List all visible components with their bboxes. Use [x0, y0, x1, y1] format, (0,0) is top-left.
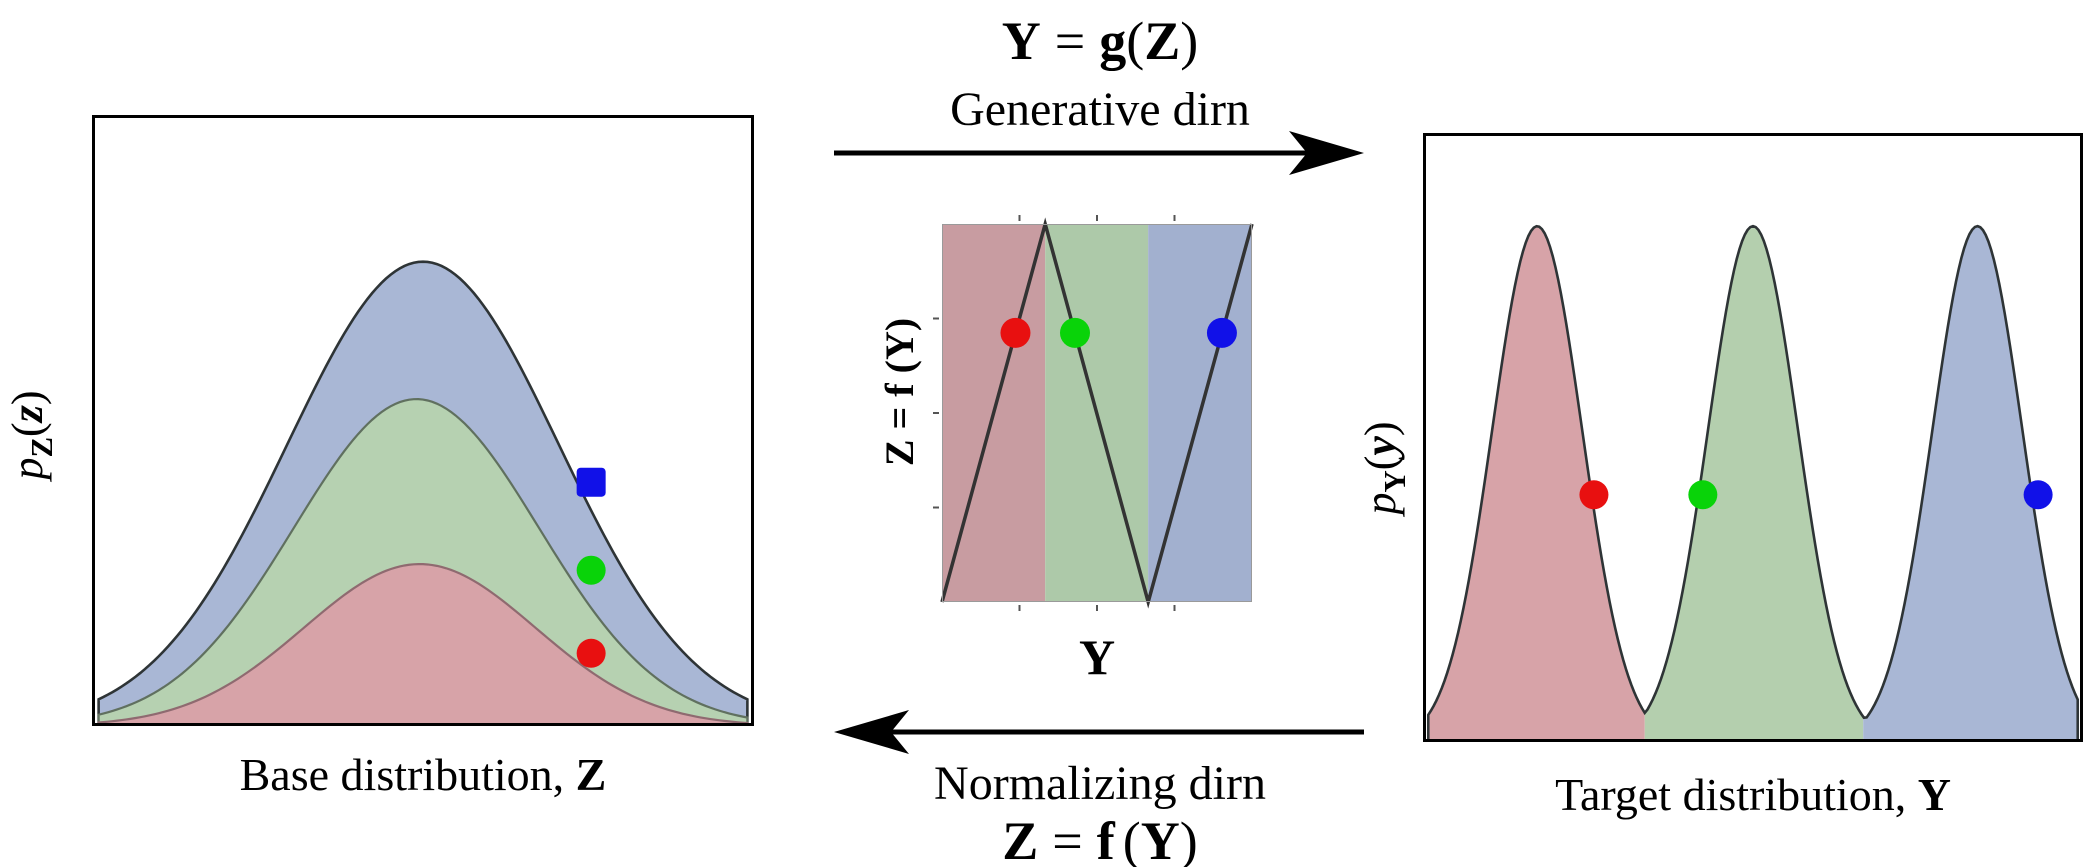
transform-function-plot — [933, 215, 1254, 611]
outer-gaussian-blue-outline — [97, 260, 749, 726]
plot-frame — [92, 115, 754, 726]
normalizing-caption: Normalizing dirn — [934, 757, 1266, 810]
red-mode-fill — [1428, 226, 1645, 743]
inner-gaussian-red — [98, 564, 748, 726]
sample-blue — [576, 467, 606, 497]
normalizing-equation: Z = f (Y) — [1002, 811, 1198, 867]
base-plot-ylabel: pZ(z) — [3, 390, 59, 480]
generative-equation: Y = g(Z) — [1001, 11, 1199, 71]
inner-gaussian-red-outline — [97, 562, 749, 726]
sample-red — [1000, 317, 1031, 348]
blue-mode-fill — [1863, 226, 2078, 742]
middle-gaussian-green-outline — [97, 398, 749, 726]
plot-frame — [1423, 133, 2083, 742]
target-distribution-plot — [1423, 133, 2083, 743]
target-caption-var: Y — [1917, 769, 1951, 820]
ylabel-sub-Z: Z — [25, 436, 59, 458]
plot-frame — [942, 224, 1252, 602]
sample-red — [576, 638, 606, 668]
generative-arrow — [834, 131, 1364, 175]
base-plot-caption: Base distribution, Z — [239, 749, 607, 800]
transform-plot-ylabel: Z = f (Y) — [877, 317, 922, 467]
sample-green — [576, 555, 606, 585]
ylabel-sub-Y: Y — [1378, 470, 1412, 493]
generative-caption: Generative dirn — [950, 83, 1250, 136]
target-plot-caption: Target distribution, Y — [1555, 769, 1951, 820]
sample-blue — [2023, 480, 2053, 510]
sample-blue — [1206, 317, 1237, 348]
sample-red — [1579, 480, 1609, 510]
ylabel-arg-y: y — [1356, 436, 1406, 456]
green-mode-fill — [1644, 226, 1864, 743]
target-plot-ylabel: pY(y) — [1356, 421, 1412, 515]
ylabel-p: p — [1356, 492, 1406, 515]
sample-green — [1688, 480, 1718, 510]
transform-function-line — [940, 217, 1254, 609]
ylabel-arg-z: z — [3, 405, 53, 423]
base-caption-var: Z — [575, 749, 607, 800]
base-distribution-plot — [92, 115, 754, 726]
sample-green — [1059, 317, 1090, 348]
normalizing-arrow — [834, 710, 1364, 754]
transform-plot-xlabel: Y — [1078, 629, 1116, 685]
ylabel-p: p — [3, 457, 53, 480]
density-outline — [1426, 224, 2080, 742]
